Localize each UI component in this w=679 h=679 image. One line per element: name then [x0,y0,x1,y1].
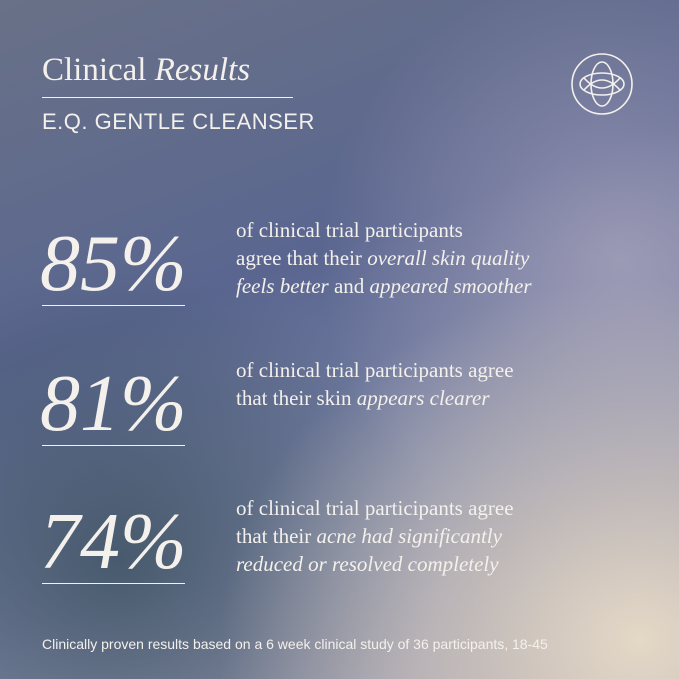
title: Clinical Results [42,52,250,89]
description-line: that their acne had significantly [236,522,514,550]
description-line: agree that their overall skin quality [236,244,532,272]
text-segment: of clinical trial participants agree [236,358,514,382]
text-segment: Clinical [42,52,147,88]
text-segment: that their [236,524,312,548]
description-line: reduced or resolved completely [236,550,514,578]
text-segment: of clinical trial participants [236,218,463,242]
stat-description: of clinical trial participants agree that… [236,494,514,578]
stat-rule [42,305,185,306]
stat-description: of clinical trial participants agree that… [236,356,514,412]
description-line: of clinical trial participants agree [236,494,514,522]
description-line: that their skin appears clearer [236,384,514,412]
text-segment: agree that their [236,246,362,270]
stat-rule [42,445,185,446]
description-line: feels better and appeared smoother [236,272,532,300]
text-segment: acne had significantly [316,524,502,548]
text-segment: of clinical trial participants agree [236,496,514,520]
stat-percent: 85% [40,220,187,308]
stat-rule [42,583,185,584]
description-line: of clinical trial participants [236,216,532,244]
text-segment: overall skin quality [367,246,530,270]
description-line: of clinical trial participants agree [236,356,514,384]
footnote: Clinically proven results based on a 6 w… [42,636,548,652]
title-rule [42,97,293,98]
text-segment: that their skin [236,386,352,410]
text-segment: appears clearer [356,386,490,410]
text-segment: appeared smoother [369,274,532,298]
text-segment: and [333,274,365,298]
text-segment: feels better [236,274,329,298]
stat-description: of clinical trial participants agree that… [236,216,532,300]
stat-percent: 81% [40,360,187,448]
text-segment: Results [154,52,251,88]
logo-icon [571,53,633,115]
subtitle: E.Q. GENTLE CLEANSER [42,109,315,134]
text-segment: reduced or resolved completely [236,552,499,576]
stat-percent: 74% [40,498,187,586]
